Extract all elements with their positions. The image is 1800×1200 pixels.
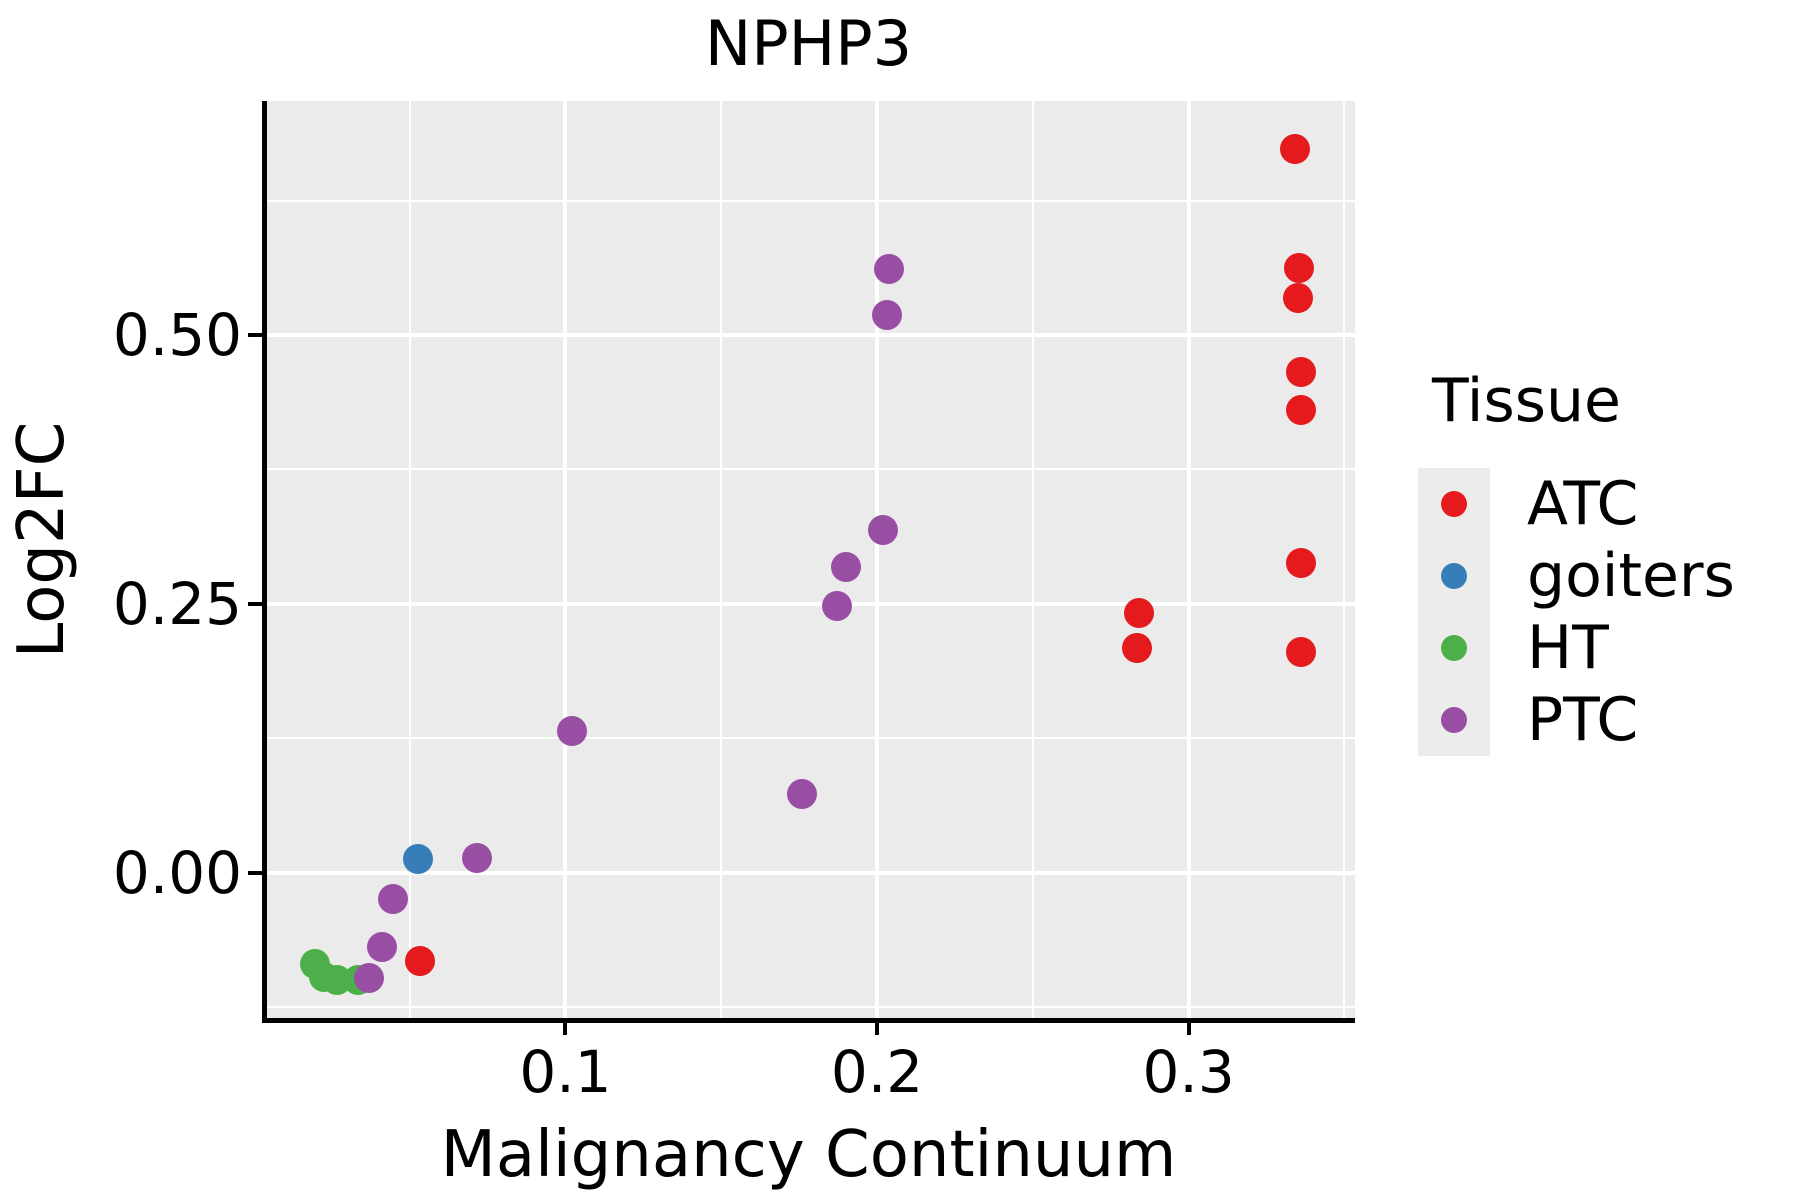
x-minor-gridline [408,101,411,1018]
legend-label-ATC: ATC [1527,469,1639,539]
data-point-PTC [377,884,408,914]
legend-key-ATC [1418,468,1490,540]
x-axis-title: Malignancy Continuum [440,1118,1177,1192]
x-axis-tick [875,1021,880,1035]
data-point-PTC [830,551,861,582]
x-major-gridline [563,101,568,1018]
data-point-ATC [1279,133,1310,164]
x-major-gridline [1186,101,1191,1018]
x-tick-label: 0.3 [1142,1038,1235,1106]
y-axis-tick [248,601,262,606]
plot-panel-inner [267,101,1355,1018]
data-point-ATC [1284,253,1315,284]
y-minor-gridline [267,468,1355,471]
legend-title: Tissue [1432,366,1621,436]
x-axis-tick [563,1021,568,1035]
y-minor-gridline [267,1006,1355,1009]
data-point-ATC [1123,597,1154,628]
data-point-PTC [873,254,904,285]
legend-swatch-PTC [1441,707,1467,733]
data-point-goiters [403,843,434,874]
data-point-PTC [366,931,397,962]
data-point-PTC [556,715,587,746]
data-point-ATC [404,946,435,977]
y-minor-gridline [267,737,1355,740]
legend-key-HT [1418,612,1490,684]
legend-swatch-ATC [1441,491,1467,517]
legend-label-goiters: goiters [1527,541,1735,611]
data-point-PTC [872,299,903,330]
y-axis-tick [248,870,262,875]
data-point-PTC [822,591,853,622]
y-tick-label: 0.00 [112,838,242,907]
x-tick-label: 0.2 [830,1038,924,1106]
y-tick-label: 0.25 [112,569,242,638]
y-tick-label: 0.50 [112,301,242,369]
x-minor-gridline [1343,101,1346,1018]
y-minor-gridline [267,199,1355,202]
legend-swatch-HT [1441,635,1467,661]
data-point-ATC [1285,395,1316,426]
data-point-ATC [1122,633,1153,664]
x-tick-label: 0.1 [519,1038,612,1106]
x-major-gridline [875,101,880,1018]
data-point-ATC [1285,548,1316,579]
y-axis-tick [248,333,262,337]
y-major-gridline [267,333,1355,337]
x-axis-tick [1186,1021,1191,1035]
legend-label-PTC: PTC [1527,685,1639,755]
legend-key-PTC [1418,684,1490,756]
data-point-PTC [461,843,492,873]
legend-label-HT: HT [1527,613,1609,683]
plot-panel [262,101,1355,1023]
plot-title: NPHP3 [704,7,913,80]
legend-swatch-goiters [1441,563,1467,589]
legend-key-goiters [1418,540,1490,612]
data-point-ATC [1282,283,1313,314]
x-minor-gridline [720,101,723,1018]
data-point-ATC [1285,356,1316,387]
data-point-ATC [1285,637,1316,668]
x-minor-gridline [1031,101,1034,1018]
data-point-PTC [867,514,898,545]
data-point-PTC [353,962,384,993]
data-point-PTC [787,778,818,809]
y-major-gridline [267,870,1355,875]
y-major-gridline [267,601,1355,606]
